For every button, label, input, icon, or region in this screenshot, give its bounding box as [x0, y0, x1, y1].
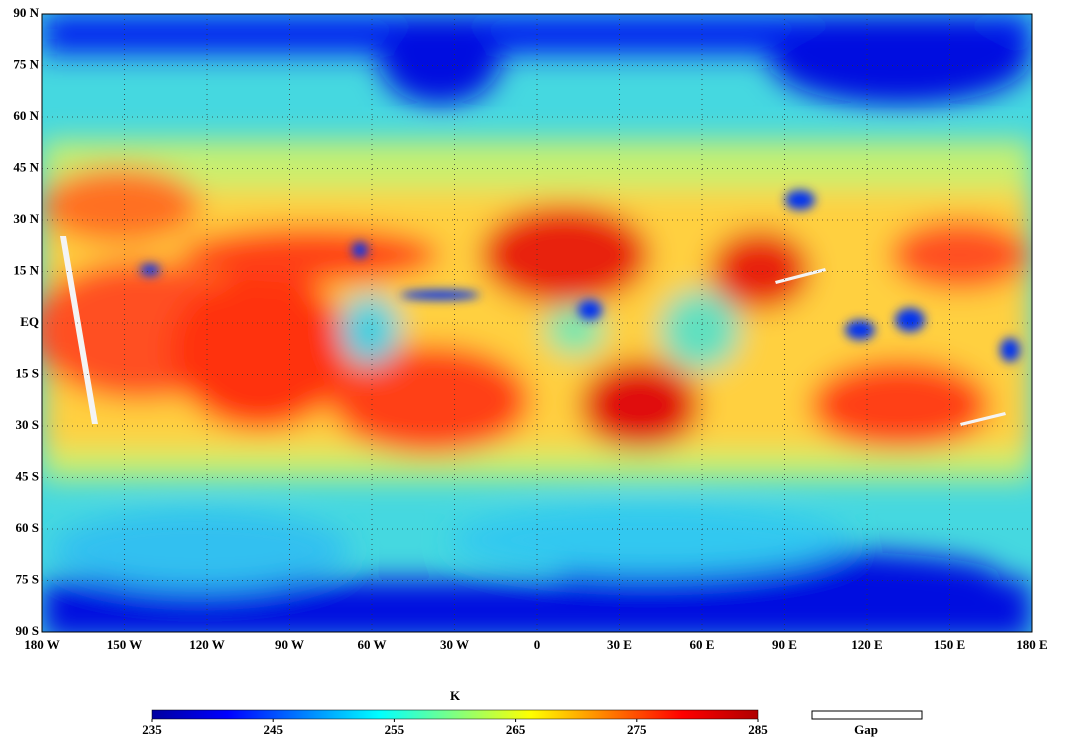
lon-label: 90 E — [772, 637, 797, 652]
lon-label: 0 — [534, 637, 541, 652]
lon-label: 150 W — [107, 637, 143, 652]
lon-label: 30 E — [607, 637, 632, 652]
lat-label: 75 S — [16, 571, 39, 586]
colorbar-tick-label: 275 — [627, 722, 647, 737]
gap-label: Gap — [854, 722, 878, 737]
lon-label: 120 E — [851, 637, 882, 652]
lon-label: 60 E — [690, 637, 715, 652]
colorbar-tick-label: 235 — [142, 722, 162, 737]
graticule — [42, 14, 1032, 632]
lon-label: 30 W — [440, 637, 469, 652]
lat-label: 15 N — [13, 262, 39, 277]
lat-label: 75 N — [13, 56, 39, 71]
colorbar-tick-label: 245 — [263, 722, 283, 737]
lat-label: 60 S — [16, 520, 39, 535]
lon-label: 180 W — [24, 637, 60, 652]
lat-label: 45 S — [16, 468, 39, 483]
lon-label: 150 E — [934, 637, 965, 652]
lat-label: 90 S — [16, 623, 39, 638]
colorbar-tick-label: 265 — [506, 722, 526, 737]
colorbar — [151, 709, 759, 720]
lon-label: 60 W — [357, 637, 386, 652]
colorbar-label: K — [450, 688, 461, 703]
lon-label: 120 W — [189, 637, 225, 652]
colorbar-ticks: 235 245 255 265 275 285 — [142, 719, 768, 737]
lat-label: 90 N — [13, 5, 39, 20]
lat-label: 30 N — [13, 211, 39, 226]
lon-label: 90 W — [275, 637, 304, 652]
lat-label: EQ — [20, 314, 39, 329]
lat-label: 30 S — [16, 417, 39, 432]
colorbar-tick-label: 255 — [385, 722, 405, 737]
map-field — [42, 14, 1032, 632]
lon-label: 180 E — [1016, 637, 1047, 652]
lat-label: 15 S — [16, 365, 39, 380]
axis-labels: 90 N 75 N 60 N 45 N 30 N 15 N EQ 15 S 30 S 45 S 60… — [13, 5, 1047, 652]
colorbar-tick-label: 285 — [748, 722, 768, 737]
gap-swatch — [811, 710, 923, 720]
lat-label: 45 N — [13, 159, 39, 174]
lat-label: 60 N — [13, 108, 39, 123]
